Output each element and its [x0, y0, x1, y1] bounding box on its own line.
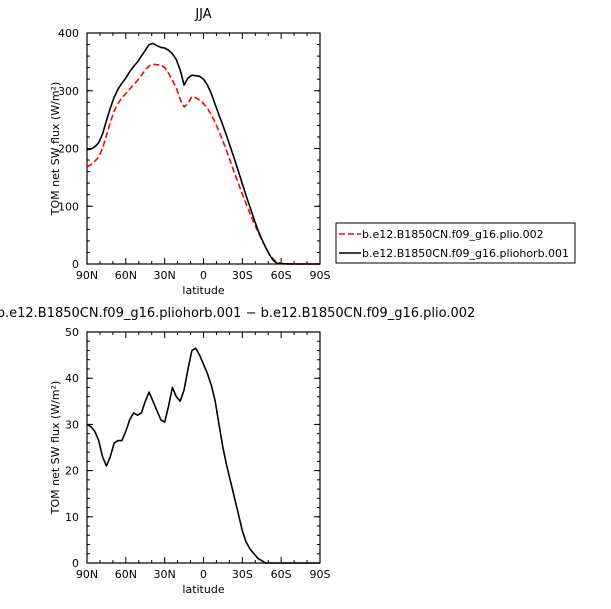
plot-frame: [86, 32, 321, 265]
x-axis-label: latitude: [182, 284, 224, 297]
x-tick-label: 0: [200, 568, 207, 581]
x-axis-label: latitude: [182, 583, 224, 596]
y-tick-label: 20: [65, 465, 79, 478]
series-line-1: [86, 347, 320, 564]
series-line-1: [86, 63, 320, 265]
series-line-2: [86, 42, 320, 265]
y-tick-label: 0: [72, 557, 79, 570]
x-tick-label: 60N: [115, 269, 137, 282]
legend-label: b.e12.B1850CN.f09_g16.pliohorb.001: [362, 247, 569, 260]
chart-title: b.e12.B1850CN.f09_g16.pliohorb.001 − b.e…: [0, 306, 475, 321]
chart-title: JJA: [194, 7, 211, 22]
x-tick-label: 90S: [310, 269, 331, 282]
y-tick-label: 400: [58, 27, 79, 40]
chart-panel-1: JJA 90N 60N 30N 0 30S 60S 90S 0 100 200 300 400 latit…: [49, 7, 576, 297]
y-axis-label: TOM net SW flux (W/m²): [49, 381, 62, 515]
x-tick-label: 60S: [271, 269, 292, 282]
x-tick-label: 90N: [76, 568, 98, 581]
y-axis-label: TOM net SW flux (W/m²): [49, 82, 62, 216]
x-tick-label: 0: [200, 269, 207, 282]
y-tick-label: 30: [65, 418, 79, 431]
legend: b.e12.B1850CN.f09_g16.plio.002 b.e12.B185…: [335, 222, 576, 264]
x-tick-label: 30S: [232, 269, 253, 282]
y-tick-label: 100: [58, 200, 79, 213]
y-tick-label: 0: [72, 258, 79, 271]
y-tick-label: 300: [58, 85, 79, 98]
x-tick-label: 30N: [154, 568, 176, 581]
x-tick-label: 30S: [232, 568, 253, 581]
legend-box: [335, 222, 576, 264]
x-tick-label: 60S: [271, 568, 292, 581]
x-tick-label: 30N: [154, 269, 176, 282]
y-tick-label: 40: [65, 372, 79, 385]
legend-label: b.e12.B1850CN.f09_g16.plio.002: [362, 228, 544, 241]
y-tick-label: 50: [65, 326, 79, 339]
plot-frame: [86, 331, 321, 564]
y-tick-label: 200: [58, 143, 79, 156]
x-tick-label: 60N: [115, 568, 137, 581]
x-tick-label: 90S: [310, 568, 331, 581]
chart-panel-2: b.e12.B1850CN.f09_g16.pliohorb.001 − b.e…: [0, 306, 475, 596]
y-tick-label: 10: [65, 511, 79, 524]
x-tick-label: 90N: [76, 269, 98, 282]
